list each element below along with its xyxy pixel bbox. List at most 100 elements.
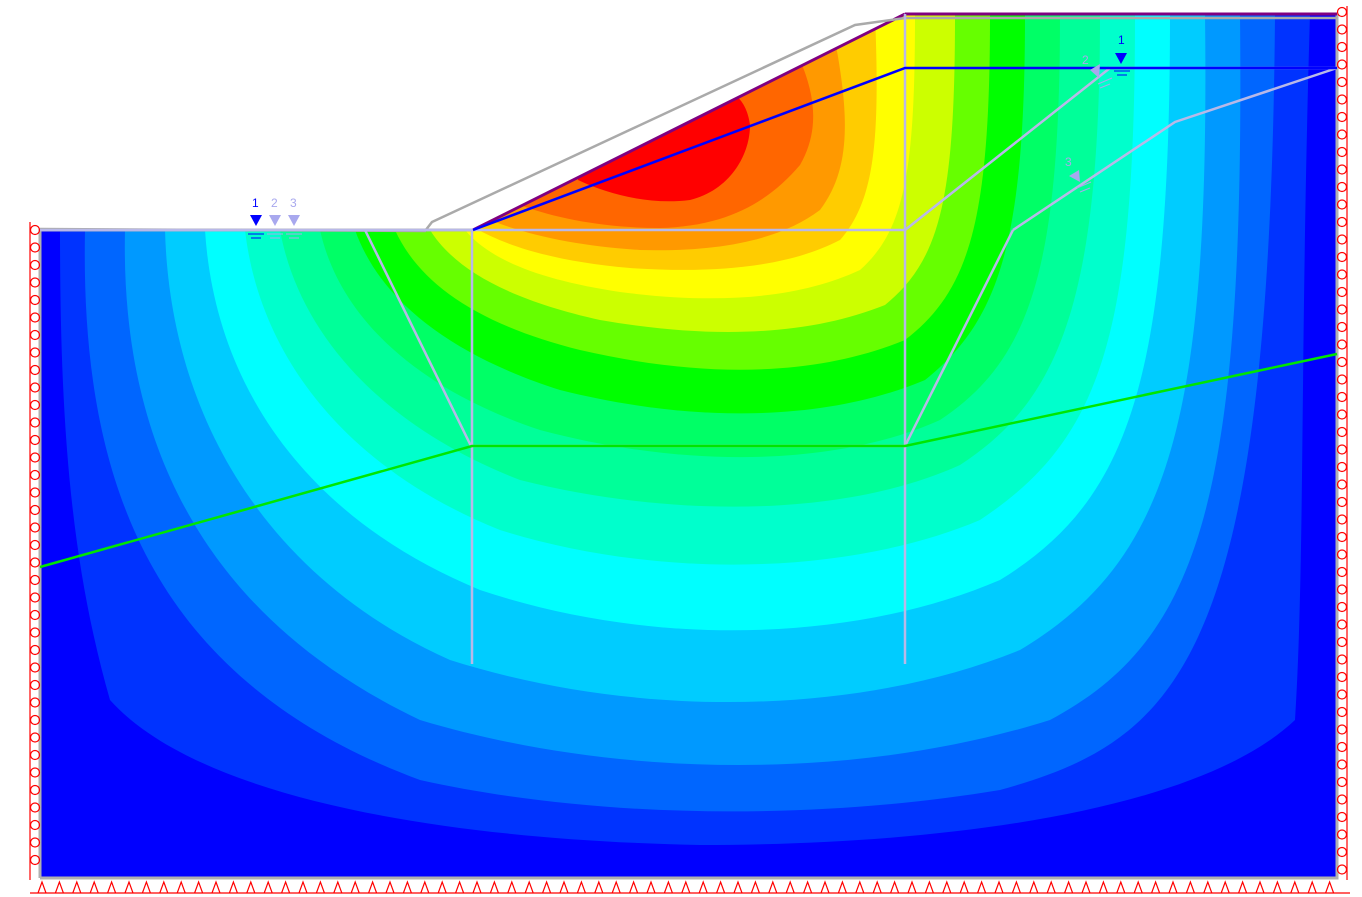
pin-support-icon [942,880,952,894]
wt-right-label-1: 1 [1118,33,1125,47]
roller-support-icon [29,627,41,638]
pin-support-icon [281,880,291,894]
pin-support-icon [420,880,430,894]
roller-support-icon [1336,409,1348,420]
roller-support-icon [29,417,41,428]
pin-support-icon [681,880,691,894]
roller-support-icon [1336,776,1348,788]
roller-support-icon [29,312,41,323]
pin-support-icon [977,880,987,894]
pin-support-icon [629,880,639,894]
wt-slope-label-3: 3 [1065,155,1072,169]
pin-support-icon [54,880,64,894]
pin-support-icon [176,880,186,894]
pin-support-icon [1220,880,1230,894]
roller-support-icon [1336,741,1348,753]
pin-support-icon [872,880,882,894]
roller-support-icon [1336,24,1348,35]
roller-support-icon [29,504,41,516]
water-table-markers-left: 1 2 3 [248,196,302,239]
roller-support-icon [1336,391,1348,403]
roller-support-icon [29,557,41,568]
pin-support-icon [228,880,238,894]
roller-support-icon [29,854,41,866]
roller-support-icon [1336,94,1348,105]
water-table-marker-icon [1115,53,1127,64]
pin-support-icon [1168,880,1178,894]
water-table-marker-icon [269,215,281,226]
pin-support-icon [507,880,517,894]
water-table-marker-icon [288,215,300,226]
pin-support-icon [315,880,325,894]
roller-support-icon [1336,321,1348,333]
pin-support-icon [820,880,830,894]
roller-support-icon [29,242,41,253]
pin-support-icon [1011,880,1021,894]
roller-support-icon [1336,759,1348,770]
roller-support-icon [29,609,41,621]
roller-support-icon [1336,619,1348,630]
pin-support-icon [350,880,360,894]
pin-support-icon [107,880,117,894]
roller-support-icon [1336,146,1348,158]
wt-left-label-1: 1 [252,196,259,210]
roller-support-icon [1336,426,1348,438]
roller-support-icon [1336,111,1348,123]
pin-support-icon [559,880,569,894]
pin-support-icon [959,880,969,894]
roller-support-icon [29,329,41,341]
roller-support-icon [1336,846,1348,858]
pin-support-icon [37,880,47,894]
pin-support-icon [750,880,760,894]
roller-support-icon [29,224,41,236]
roller-support-icon [1336,199,1348,210]
roller-support-icon [1336,444,1348,455]
pin-support-icon [785,880,795,894]
pin-support-icon [855,880,865,894]
pin-support-icon [803,880,813,894]
pin-support-icon [333,880,343,894]
roller-support-icon [1336,671,1348,683]
roller-support-icon [1336,811,1348,823]
roller-support-icon [1336,829,1348,840]
water-table-markers-right: 1 2 3 [1065,33,1130,193]
roller-support-icon [1336,374,1348,385]
pin-support-icon [437,880,447,894]
roller-support-icon [1336,531,1348,543]
roller-support-icon [29,522,41,533]
roller-support-icon [1336,356,1348,368]
roller-support-icon [1336,251,1348,263]
roller-support-icon [1336,304,1348,315]
roller-support-icon [29,434,41,446]
roller-support-icon [1336,59,1348,70]
roller-support-icon [29,802,41,813]
pin-support-icon [1151,880,1161,894]
pin-support-icon [1307,880,1317,894]
roller-support-icon [1336,584,1348,595]
pin-support-icon [141,880,151,894]
pin-support-icon [1081,880,1091,894]
roller-support-icon [29,749,41,761]
roller-support-icon [1336,6,1348,18]
roller-support-icon [1336,41,1348,53]
pin-support-icon [1255,880,1265,894]
material-boundary-line [39,352,1338,569]
roller-support-icon [1336,514,1348,525]
roller-support-icon [29,364,41,376]
pin-support-icon [837,880,847,894]
pin-support-icon [1290,880,1300,894]
pin-support-icon [663,880,673,894]
pin-support-icon [489,880,499,894]
pin-support-icon [611,880,621,894]
roller-support-icon [29,644,41,656]
pin-support-icon [1185,880,1195,894]
pin-support-icon [194,880,204,894]
pin-support-icon [576,880,586,894]
roller-support-icon [29,539,41,551]
left-roller-icons [29,224,41,866]
pin-support-icon [524,880,534,894]
roller-support-icon [1336,601,1348,613]
pin-support-icon [1133,880,1143,894]
pin-support-icon [907,880,917,894]
pin-support-icon [698,880,708,894]
